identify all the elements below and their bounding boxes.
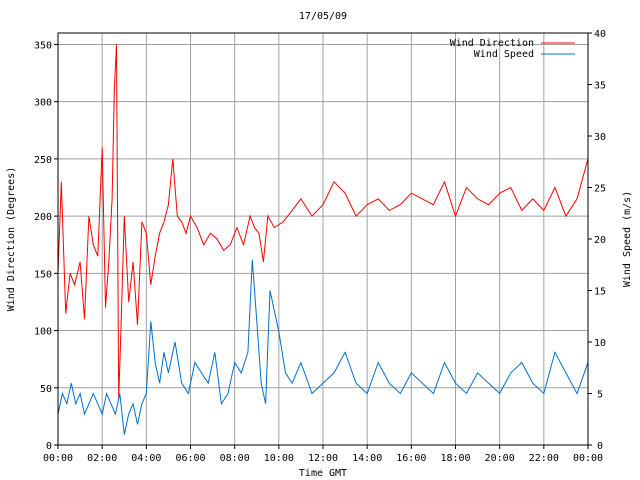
- y-right-tick-label-1: 5: [597, 390, 603, 401]
- x-tick-label-11: 22:00: [529, 453, 559, 464]
- x-tick-label-12: 00:00: [573, 453, 603, 464]
- x-tick-label-3: 06:00: [175, 453, 205, 464]
- x-tick-label-2: 04:00: [131, 453, 161, 464]
- y-right-tick-label-0: 0: [597, 441, 603, 452]
- y-right-tick-label-2: 10: [594, 338, 606, 349]
- y-left-tick-label-0: 0: [46, 441, 52, 452]
- series-line-wind-direction: [57, 44, 589, 400]
- y-left-tick-label-3: 150: [34, 269, 52, 280]
- legend-entry-wind-speed: Wind Speed: [474, 49, 534, 60]
- y-right-tick-label-8: 40: [594, 29, 606, 40]
- y-left-tick-label-4: 200: [34, 212, 52, 223]
- y-right-tick-label-7: 35: [594, 81, 606, 92]
- chart-title: 17/05/09: [299, 11, 347, 22]
- y-left-tick-label-6: 300: [34, 98, 52, 109]
- y-left-tick-label-7: 350: [34, 40, 52, 51]
- x-tick-label-8: 16:00: [396, 453, 426, 464]
- series-layer: [57, 44, 589, 435]
- y-right-tick-label-3: 15: [594, 287, 606, 298]
- y-axis-label-right: Wind Speed (m/s): [622, 191, 633, 287]
- y-right-tick-label-4: 20: [594, 235, 606, 246]
- x-tick-label-0: 00:00: [43, 453, 73, 464]
- legend: Wind Direction Wind Speed: [450, 38, 575, 60]
- y-left-tick-label-1: 50: [40, 384, 52, 395]
- x-tick-label-9: 18:00: [440, 453, 470, 464]
- x-tick-label-7: 14:00: [352, 453, 382, 464]
- x-tick-label-10: 20:00: [485, 453, 515, 464]
- x-tick-label-6: 12:00: [308, 453, 338, 464]
- legend-entry-wind-direction: Wind Direction: [450, 38, 534, 49]
- y-right-tick-label-5: 25: [594, 184, 606, 195]
- series-line-wind-speed: [57, 259, 589, 435]
- x-tick-label-4: 08:00: [220, 453, 250, 464]
- y-axis-label-left: Wind Direction (Degrees): [6, 167, 17, 312]
- ticks: [54, 32, 592, 449]
- x-tick-label-5: 10:00: [264, 453, 294, 464]
- x-axis-label: Time GMT: [299, 468, 347, 479]
- x-tick-label-1: 02:00: [87, 453, 117, 464]
- y-right-tick-label-6: 30: [594, 132, 606, 143]
- y-left-tick-label-5: 250: [34, 155, 52, 166]
- y-left-tick-label-2: 100: [34, 327, 52, 338]
